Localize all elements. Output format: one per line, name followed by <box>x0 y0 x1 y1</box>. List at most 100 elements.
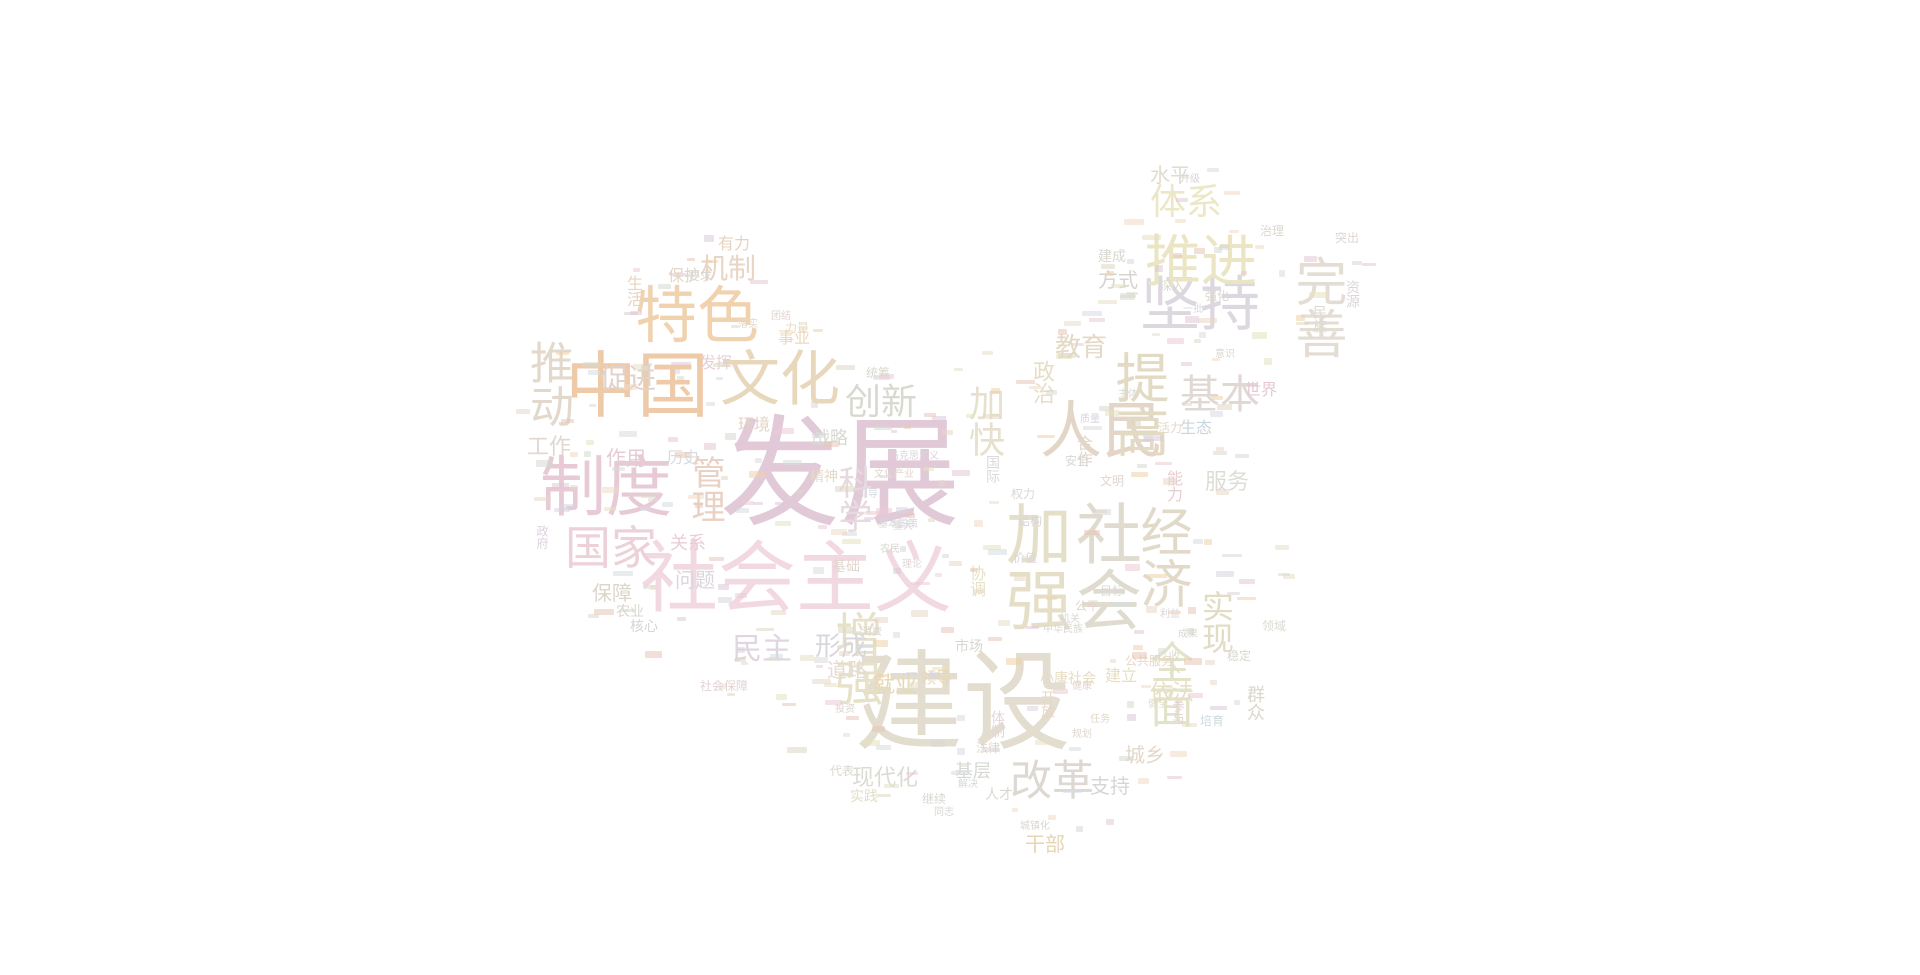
filler-word-fleck <box>1234 453 1250 458</box>
filler-word-fleck <box>774 501 785 506</box>
filler-word-fleck <box>872 640 888 648</box>
filler-word-fleck <box>911 610 929 618</box>
filler-word-fleck <box>813 656 828 663</box>
filler-word-fleck <box>1064 320 1081 327</box>
filler-word-fleck <box>899 545 907 552</box>
word-qianghua: 强化 <box>1205 289 1230 303</box>
filler-word-fleck <box>1181 361 1192 366</box>
filler-word-fleck <box>830 528 847 536</box>
word-jiazhi: 价值 <box>1013 551 1038 565</box>
filler-word-fleck <box>588 614 600 618</box>
word-jixu: 继续 <box>922 792 947 806</box>
filler-word-fleck <box>844 631 862 635</box>
word-lingyu: 领域 <box>1262 619 1287 633</box>
word-zhongda: 重大 <box>893 521 913 532</box>
word-zengqiang: 增强 <box>826 610 882 706</box>
filler-word-fleck <box>879 474 891 478</box>
filler-word-fleck <box>735 507 750 513</box>
word-shehuizhuyi: 社会主义 <box>640 534 953 624</box>
filler-word-fleck <box>1016 380 1035 384</box>
filler-word-fleck <box>650 585 657 591</box>
word-gongzuo: 工作 <box>527 435 572 460</box>
filler-word-fleck <box>838 627 856 634</box>
filler-word-fleck <box>749 470 765 478</box>
filler-word-fleck <box>734 657 747 662</box>
filler-word-fleck <box>1186 628 1195 636</box>
filler-word-fleck <box>1119 292 1135 300</box>
filler-word-fleck <box>703 443 716 450</box>
filler-word-fleck <box>1211 395 1223 400</box>
filler-word-fleck <box>949 561 963 567</box>
filler-word-fleck <box>1109 659 1116 664</box>
filler-word-fleck <box>619 608 636 613</box>
filler-word-fleck <box>1155 461 1173 466</box>
filler-word-fleck <box>941 553 950 558</box>
filler-word-fleck <box>1114 602 1130 607</box>
filler-word-fleck <box>927 518 935 522</box>
filler-word-fleck <box>755 628 775 632</box>
word-jiaqiang: 加强 <box>995 500 1072 632</box>
filler-word-fleck <box>951 469 971 476</box>
word-jiancheng: 建成 <box>1098 249 1126 265</box>
word-xiaofei: 消费 <box>862 627 882 638</box>
filler-word-fleck <box>1037 434 1055 439</box>
filler-word-fleck <box>856 643 873 648</box>
filler-word-fleck <box>1132 652 1148 659</box>
word-jianquan: 健全 <box>1148 699 1168 710</box>
filler-word-fleck <box>570 451 578 458</box>
filler-word-fleck <box>1081 310 1102 316</box>
word-tixi: 体系 <box>1150 182 1223 223</box>
filler-word-fleck <box>934 573 943 577</box>
filler-word-fleck <box>1028 386 1042 390</box>
filler-word-fleck <box>1167 611 1182 615</box>
word-jianshe: 建设 <box>855 641 1072 766</box>
word-nengli: 能力 <box>1164 470 1183 502</box>
word-gaige: 改革 <box>1010 756 1095 805</box>
filler-word-fleck <box>604 507 617 512</box>
filler-word-fleck <box>1224 191 1241 195</box>
filler-word-fleck <box>1083 529 1101 536</box>
word-luoshi: 落实 <box>738 319 758 330</box>
word-daibiao: 代表 <box>830 764 855 778</box>
word-jianli: 建立 <box>1105 666 1138 685</box>
word-ganbu: 干部 <box>1025 832 1065 856</box>
filler-word-fleck <box>1124 218 1144 226</box>
filler-word-fleck <box>536 460 554 467</box>
filler-word-fleck <box>718 596 732 603</box>
filler-word-fleck <box>860 739 881 747</box>
filler-word-fleck <box>1014 574 1025 581</box>
filler-word-fleck <box>769 654 784 661</box>
word-kaifang: 开放 <box>1039 690 1055 718</box>
filler-word-fleck <box>667 436 678 442</box>
filler-word-fleck <box>776 694 787 700</box>
filler-word-fleck <box>1210 706 1228 711</box>
filler-word-fleck <box>1083 426 1103 430</box>
filler-word-fleck <box>1252 331 1267 339</box>
filler-word-fleck <box>619 430 637 437</box>
word-kexue: 科学 <box>832 465 872 533</box>
filler-word-fleck <box>1152 332 1160 337</box>
filler-word-fleck <box>1126 701 1134 709</box>
filler-word-fleck <box>1204 539 1213 546</box>
word-jiankang: 健康 <box>1072 681 1092 692</box>
filler-word-fleck <box>712 363 730 367</box>
word-daolu: 道路 <box>827 658 867 682</box>
word-jizhi: 机制 <box>700 252 757 285</box>
filler-word-fleck <box>613 570 633 576</box>
word-guojia: 国家 <box>565 521 657 575</box>
word-jichu: 基础 <box>832 559 860 575</box>
filler-word-fleck <box>932 667 950 671</box>
filler-word-fleck <box>706 402 716 407</box>
word-wending: 稳定 <box>1227 649 1252 663</box>
word-nongmin: 农民 <box>880 544 900 555</box>
filler-word-fleck <box>775 428 794 434</box>
filler-word-fleck <box>1167 337 1185 344</box>
filler-word-fleck <box>611 466 625 472</box>
filler-word-fleck <box>953 367 964 371</box>
word-tuanjie: 团结 <box>771 311 791 322</box>
word-chengxiang: 城乡 <box>1125 743 1165 767</box>
filler-word-fleck <box>749 279 768 284</box>
word-liliang: 力量 <box>785 321 810 335</box>
word-touzi: 投资 <box>835 704 855 715</box>
